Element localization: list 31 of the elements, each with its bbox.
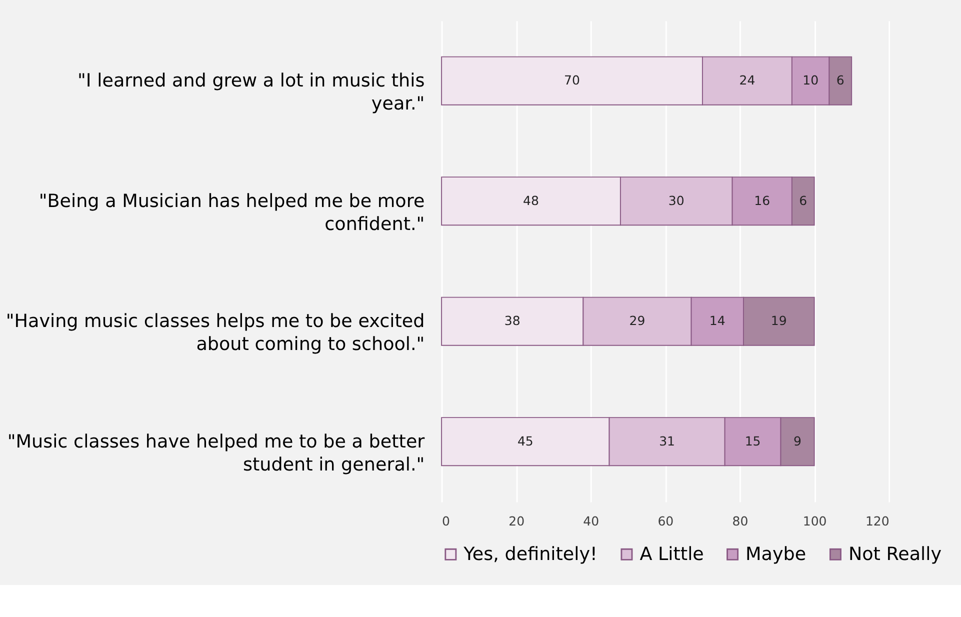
data-label: 24	[739, 72, 756, 88]
data-label: 15	[744, 433, 761, 448]
data-label: 31	[659, 433, 676, 448]
x-tick-label: 20	[508, 513, 525, 528]
data-label: 6	[836, 72, 844, 88]
y-tick-label: "Having music classes helps me to be excited about coming to school."	[6, 311, 425, 356]
data-label: 45	[517, 433, 534, 448]
data-label: 9	[794, 433, 802, 448]
data-label: 6	[799, 192, 808, 208]
x-tick-label: 100	[802, 513, 827, 528]
data-label: 38	[504, 313, 520, 328]
data-label: 16	[754, 192, 770, 208]
x-tick-label: 60	[658, 513, 674, 528]
data-label: 10	[802, 72, 819, 88]
data-label: 14	[709, 313, 726, 328]
legend-label: Yes, definitely!	[462, 544, 598, 566]
data-label: 70	[564, 72, 580, 88]
data-label: 29	[629, 313, 646, 328]
x-tick-label: 80	[732, 513, 748, 528]
x-tick-label: 40	[583, 513, 600, 528]
x-tick-label: 0	[442, 513, 450, 528]
y-tick-label: "Music classes have helped me to be a better student in general."	[7, 431, 426, 476]
legend-label: Not Really	[848, 544, 942, 566]
data-label: 19	[770, 313, 787, 328]
legend-label: A Little	[640, 544, 704, 566]
y-tick-label: "Being a Musician has helped me be more confident."	[38, 190, 425, 235]
x-tick-label: 120	[865, 513, 890, 528]
data-label: 48	[523, 192, 540, 208]
data-label: 30	[668, 192, 684, 208]
legend-label: Maybe	[746, 544, 806, 566]
y-tick-label: "I learned and grew a lot in music this year."	[78, 70, 425, 115]
